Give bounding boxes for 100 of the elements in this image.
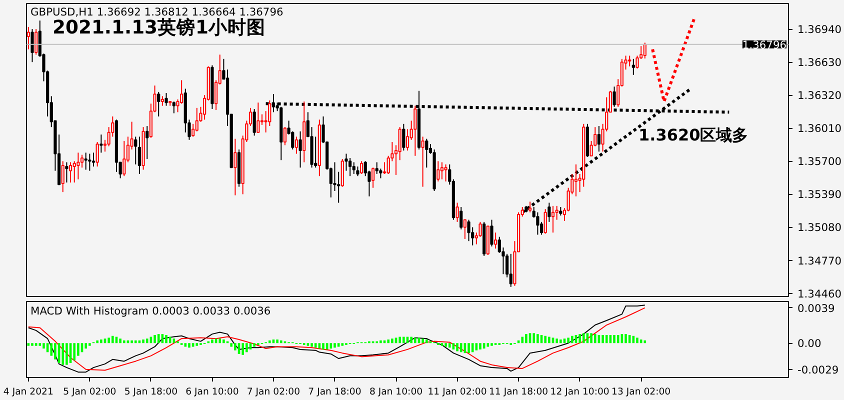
y-tick-label: 1.36630 [798, 56, 842, 70]
candlestick [26, 26, 30, 50]
bar [448, 343, 451, 348]
bar [34, 343, 38, 346]
bar [582, 333, 585, 344]
bar [624, 334, 627, 344]
candlestick [628, 55, 632, 67]
bar [62, 343, 64, 365]
x-tick-label: 11 Jan 18:00 [489, 386, 548, 398]
bar [444, 343, 447, 347]
x-tick-label: 8 Jan 10:00 [369, 386, 423, 398]
bar [108, 338, 110, 344]
bar [391, 338, 394, 344]
candlestick [440, 162, 444, 180]
bar [157, 334, 160, 344]
candlestick [371, 167, 375, 188]
bar [556, 338, 558, 344]
candlestick [555, 205, 558, 220]
bar [460, 343, 462, 352]
candlestick [337, 171, 340, 204]
bar [242, 343, 244, 355]
bar [521, 336, 524, 344]
bar [165, 334, 168, 344]
candlestick [597, 126, 601, 152]
bar [122, 340, 126, 344]
annotation: GBPUSD,H1 1.36692 1.36812 1.36664 1.36796 [30, 6, 284, 18]
bar [326, 343, 328, 350]
bar [66, 343, 68, 365]
bar [42, 343, 45, 349]
candlestick [528, 201, 532, 213]
bar [490, 343, 493, 346]
bar [410, 336, 412, 344]
bar [605, 334, 608, 344]
bar [211, 340, 214, 344]
candlestick [414, 105, 417, 156]
candlestick [134, 136, 138, 165]
y-tick-label: 1.35700 [798, 155, 842, 168]
bar [616, 334, 620, 344]
candlestick [80, 154, 84, 168]
bar [310, 343, 313, 347]
bar [100, 340, 102, 344]
x-tick-label: 7 Jan 18:00 [308, 386, 362, 398]
y-tick-label: 0.00 [798, 337, 822, 350]
bar [222, 340, 225, 344]
ref-line-label: 1.36796 [742, 38, 787, 52]
candlestick [34, 28, 38, 56]
bar [280, 340, 282, 344]
bar [414, 338, 416, 344]
y-tick-label: 0.0039 [798, 302, 836, 315]
y-tick-label: 1.35080 [798, 221, 842, 234]
x-tick-label: 7 Jan 02:00 [246, 386, 300, 398]
candlestick [84, 152, 88, 170]
bar [475, 343, 478, 350]
bar [27, 343, 30, 346]
y-tick-label: 1.34770 [798, 254, 842, 268]
bar [341, 343, 344, 346]
annotation: 1.3620区域多 [638, 126, 748, 144]
candlestick [494, 232, 498, 250]
bar [234, 343, 236, 350]
candlestick [425, 138, 428, 168]
bar [440, 343, 444, 346]
candlestick [138, 136, 142, 174]
candlestick [398, 126, 402, 161]
bar [456, 343, 458, 352]
candlestick [283, 126, 287, 146]
candlestick [467, 219, 470, 242]
candlestick [632, 58, 635, 76]
bar [536, 334, 539, 344]
bar [532, 333, 536, 344]
candlestick [544, 208, 547, 234]
bar [31, 343, 34, 346]
x-tick-label: 13 Jan 02:00 [612, 386, 671, 398]
bar [230, 343, 233, 347]
candlestick [643, 42, 646, 59]
candlestick [490, 219, 494, 247]
bar [422, 338, 424, 344]
bar [525, 334, 528, 344]
bar [142, 340, 144, 344]
y-tick-label: 1.36940 [798, 23, 842, 36]
y-tick-label: 1.35390 [798, 188, 842, 202]
candlestick [456, 202, 459, 222]
candlestick [100, 134, 103, 154]
candlestick [172, 101, 176, 114]
x-tick-label: 12 Jan 10:00 [550, 386, 610, 398]
candlestick [574, 164, 578, 197]
candlestick [195, 107, 198, 132]
candlestick [122, 140, 126, 177]
bar [452, 343, 455, 350]
bar [425, 340, 428, 344]
candlestick [192, 123, 195, 138]
candlestick [460, 206, 463, 230]
candlestick [160, 96, 164, 106]
candlestick [252, 108, 256, 136]
x-tick-label: 5 Jan 02:00 [63, 386, 116, 398]
candlestick [348, 157, 352, 177]
bar [334, 343, 336, 348]
bar [130, 340, 133, 344]
candlestick [352, 162, 356, 174]
candlestick [65, 162, 68, 183]
y-tick-label: -0.0029 [798, 363, 839, 376]
